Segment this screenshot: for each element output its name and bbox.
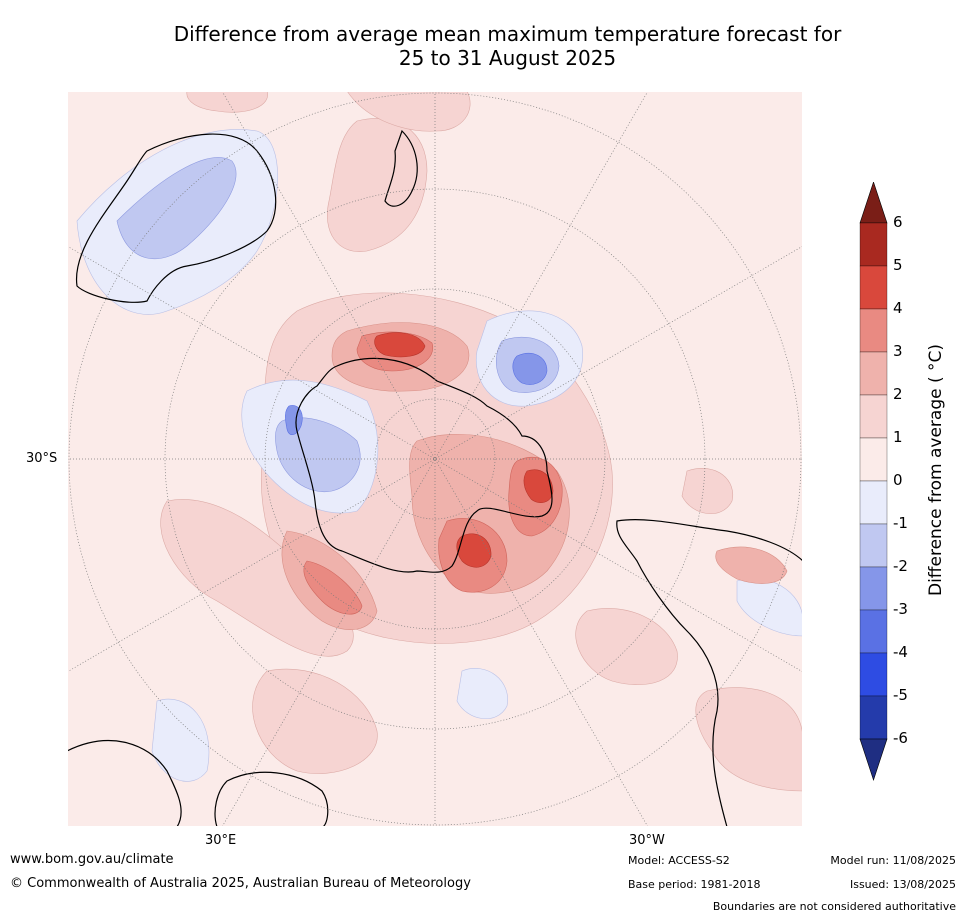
africa-coast xyxy=(67,740,182,827)
title-line-2: 25 to 31 August 2025 xyxy=(398,46,617,70)
colorbar-extend-max xyxy=(859,182,888,224)
colorbar-tick-label: 1 xyxy=(893,428,903,446)
colorbar-band xyxy=(859,308,888,353)
colorbar-band xyxy=(859,695,888,740)
colorbar-tick-label: 0 xyxy=(893,471,903,489)
colorbar-tick-label: -6 xyxy=(893,729,908,747)
colorbar-tick-label: -4 xyxy=(893,643,908,661)
colorbar-band xyxy=(859,609,888,654)
new-zealand-coast xyxy=(384,129,418,207)
disclaimer-text: Boundaries are not considered authoritat… xyxy=(712,900,956,913)
website-link[interactable]: www.bom.gov.au/climate xyxy=(10,852,174,867)
model-run-text: Model run: 11/08/2025 xyxy=(830,854,956,867)
madagascar-coast xyxy=(214,771,329,827)
title-line-1: Difference from average mean maximum tem… xyxy=(173,22,842,46)
temperature-anomaly-map xyxy=(67,91,803,827)
colorbar-band xyxy=(859,351,888,396)
colorbar-extend-min xyxy=(859,738,888,781)
colorbar-tick-label: 4 xyxy=(893,299,903,317)
chart-title: Difference from average mean maximum tem… xyxy=(60,22,955,70)
model-text: Model: ACCESS-S2 xyxy=(628,854,730,867)
anomaly-3-to-4 xyxy=(374,332,554,568)
base-period-text: Base period: 1981-2018 xyxy=(628,878,761,891)
longitude-label-30w: 30°W xyxy=(629,833,665,848)
colorbar-band xyxy=(859,265,888,310)
colorbar-tick-label: 5 xyxy=(893,256,903,274)
graticule xyxy=(67,91,803,827)
colorbar-tick-label: -2 xyxy=(893,557,908,575)
colorbar-tick-label: -1 xyxy=(893,514,908,532)
colorbar-band xyxy=(859,652,888,697)
colorbar-band xyxy=(859,480,888,525)
colorbar-band xyxy=(859,437,888,482)
colorbar-band xyxy=(859,523,888,568)
anomaly-minus3-to-minus2 xyxy=(285,352,548,435)
colorbar xyxy=(859,182,888,781)
colorbar-title: Difference from average ( °C) xyxy=(916,310,956,630)
colorbar-band xyxy=(859,222,888,267)
antarctica-coast xyxy=(295,357,553,573)
latitude-label-30s: 30°S xyxy=(26,451,58,466)
colorbar-tick-label: 3 xyxy=(893,342,903,360)
copyright-text: © Commonwealth of Australia 2025, Austra… xyxy=(10,876,471,891)
colorbar-title-text: Difference from average ( °C) xyxy=(926,343,946,597)
colorbar-band xyxy=(859,394,888,439)
colorbar-tick-label: -5 xyxy=(893,686,908,704)
colorbar-band xyxy=(859,566,888,611)
colorbar-tick-label: 6 xyxy=(893,213,903,231)
colorbar-tick-label: 2 xyxy=(893,385,903,403)
issued-text: Issued: 13/08/2025 xyxy=(849,878,956,891)
longitude-label-30e: 30°E xyxy=(205,833,237,848)
south-america-coast xyxy=(616,519,803,827)
colorbar-tick-label: -3 xyxy=(893,600,908,618)
